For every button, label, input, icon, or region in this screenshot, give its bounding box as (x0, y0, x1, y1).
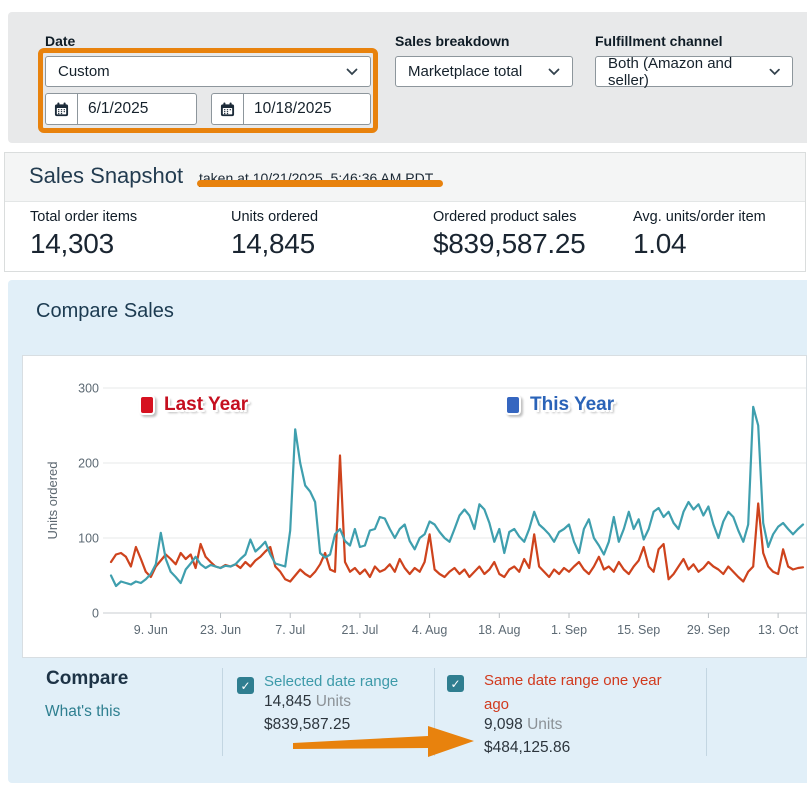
svg-text:9. Jun: 9. Jun (134, 623, 168, 637)
metric-label: Ordered product sales (433, 209, 577, 225)
divider (222, 668, 223, 756)
svg-text:1. Sep: 1. Sep (551, 623, 587, 637)
svg-text:4. Aug: 4. Aug (412, 623, 447, 637)
previous-range-checkbox[interactable] (447, 675, 464, 692)
selected-range-sales: $839,587.25 (264, 716, 351, 733)
end-date-value: 10/18/2025 (254, 100, 332, 117)
previous-range-units: 9,098 Units (484, 716, 563, 733)
compare-sales-chart-svg: 0 100 200 300 9. Jun 23. Jun 7. Jul 21. Jul 4. A… (45, 382, 806, 637)
compare-sales-title: Compare Sales (36, 300, 174, 322)
svg-text:200: 200 (78, 457, 99, 471)
svg-text:13. Oct: 13. Oct (758, 623, 799, 637)
date-range-select-value: Custom (58, 63, 110, 80)
metric-value: $839,587.25 (433, 228, 586, 259)
metric-label: Units ordered (231, 209, 319, 225)
metric-units-ordered: Units ordered 14,845 (231, 209, 318, 260)
date-range-select[interactable]: Custom (45, 56, 371, 87)
fulfillment-channel-select[interactable]: Both (Amazon and seller) (595, 54, 793, 89)
metric-label: Total order items (30, 209, 138, 225)
legend-last-year: Last Year (139, 394, 248, 416)
chevron-down-icon (346, 68, 358, 75)
fulfillment-channel-value: Both (Amazon and seller) (608, 54, 733, 89)
metric-total-order-items: Total order items 14,303 (30, 209, 137, 260)
chevron-down-icon (769, 68, 780, 75)
whats-this-link[interactable]: What's this (45, 703, 121, 720)
fulfillment-channel-label: Fulfillment channel (595, 33, 723, 49)
this-year-swatch-icon (505, 395, 521, 415)
legend-this-year-label: This Year (530, 394, 615, 415)
sales-breakdown-value: Marketplace total (408, 63, 523, 80)
divider (706, 668, 707, 756)
svg-text:100: 100 (78, 532, 99, 546)
calendar-icon[interactable] (46, 94, 78, 124)
metric-value: 14,845 (231, 228, 315, 259)
metric-ordered-product-sales: Ordered product sales $839,587.25 (433, 209, 586, 260)
selected-range-label: Selected date range (264, 673, 399, 690)
end-date-input[interactable]: 10/18/2025 (211, 93, 371, 125)
snapshot-timestamp: taken at 10/21/2025, 5:46:36 AM PDT (199, 170, 434, 186)
selected-range-checkbox[interactable] (237, 677, 254, 694)
metric-value: 1.04 (633, 228, 687, 259)
sales-snapshot-header (5, 153, 805, 202)
previous-range-sales: $484,125.86 (484, 739, 571, 756)
filter-panel: Date Custom 6/1/2025 10/18/2025 Sales br… (8, 12, 807, 143)
metric-label: Avg. units/order item (633, 209, 766, 225)
last-year-swatch-icon (139, 395, 155, 415)
chevron-down-icon (548, 68, 560, 75)
compare-title: Compare (46, 668, 129, 689)
svg-text:300: 300 (78, 382, 99, 396)
start-date-value: 6/1/2025 (88, 100, 149, 117)
sales-snapshot-title: Sales Snapshot (29, 163, 184, 188)
sales-snapshot-card: Sales Snapshot taken at 10/21/2025, 5:46… (4, 152, 806, 272)
sales-breakdown-select[interactable]: Marketplace total (395, 56, 573, 87)
svg-text:23. Jun: 23. Jun (200, 623, 241, 637)
start-date-input[interactable]: 6/1/2025 (45, 93, 197, 125)
previous-range-label: Same date range one year ago (484, 672, 662, 713)
sales-breakdown-label: Sales breakdown (395, 33, 510, 49)
metric-avg-units-per-order: Avg. units/order item 1.04 (633, 209, 766, 260)
svg-text:0: 0 (92, 607, 99, 621)
legend-last-year-label: Last Year (164, 394, 249, 415)
svg-text:Units ordered: Units ordered (45, 461, 60, 539)
svg-text:29. Sep: 29. Sep (687, 623, 730, 637)
calendar-icon[interactable] (212, 94, 244, 124)
metric-value: 14,303 (30, 228, 114, 259)
svg-text:18. Aug: 18. Aug (478, 623, 520, 637)
svg-text:21. Jul: 21. Jul (341, 623, 378, 637)
selected-range-units: 14,845 Units (264, 693, 352, 710)
svg-text:7. Jul: 7. Jul (275, 623, 305, 637)
legend-this-year: This Year (505, 394, 614, 416)
svg-text:15. Sep: 15. Sep (617, 623, 660, 637)
date-filter-label: Date (45, 33, 76, 49)
divider (434, 668, 435, 756)
